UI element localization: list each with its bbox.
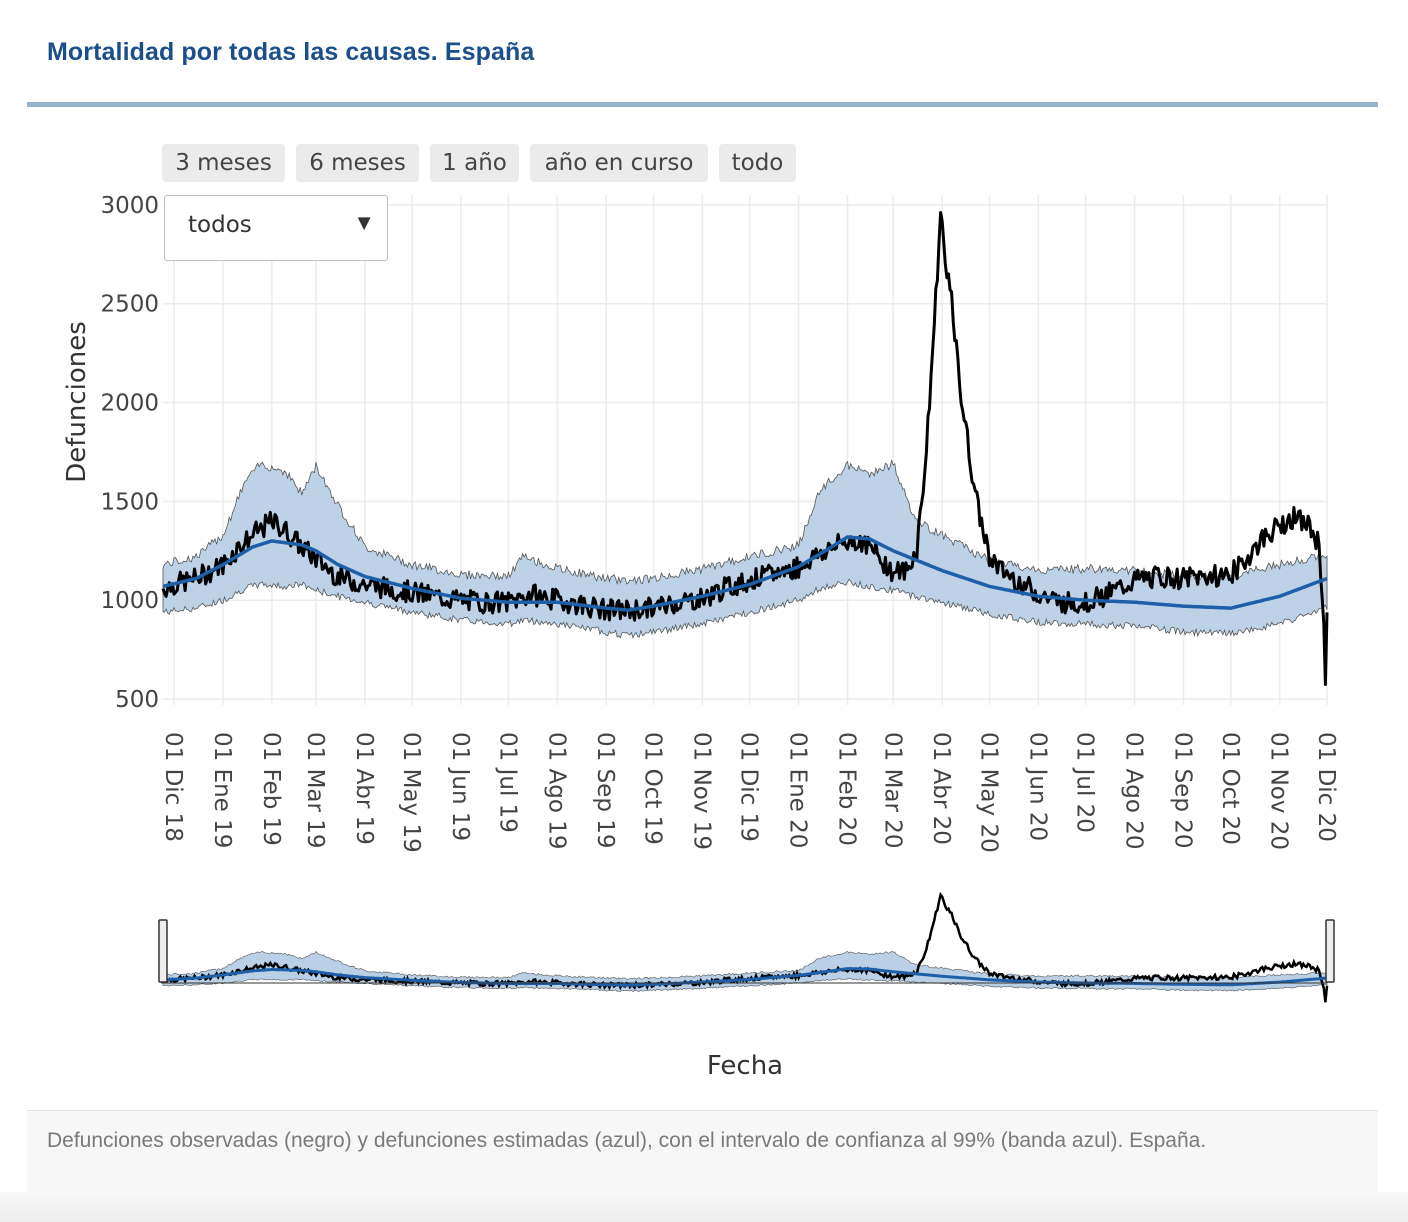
range-button-6m[interactable]: 6 meses [296,144,419,182]
range-button-3m[interactable]: 3 meses [162,144,285,182]
caret-down-icon: ▼ [353,210,375,235]
x-tick-label: 01 Dic 18 [160,732,186,842]
expected-series-line [162,535,1328,612]
x-tick-label: 01 Ene 20 [785,732,811,848]
x-tick-label: 01 Oct 20 [1217,732,1243,845]
x-tick-label: 01 Jul 20 [1072,732,1098,833]
y-axis-title: Defunciones [62,321,92,483]
x-tick-label: 01 Mar 19 [302,732,328,849]
x-tick-label: 01 Ago 20 [1121,732,1147,850]
x-tick-label: 01 Dic 20 [1313,732,1339,842]
x-tick-label: 01 Ene 19 [209,732,235,848]
region-dropdown[interactable]: todos ▼ [164,195,388,261]
rangeslider-handle[interactable] [158,919,168,983]
x-tick-label: 01 Nov 20 [1266,732,1292,850]
rangeslider-handle[interactable] [1325,919,1335,983]
y-tick-label: 500 [115,687,159,713]
caption-text: Defunciones observadas (negro) y defunci… [47,1129,1207,1152]
chart-caption: Defunciones observadas (negro) y defunci… [27,1110,1378,1193]
y-tick-label: 3000 [100,193,159,219]
confidence-band [162,458,1328,640]
page-bottom [0,1192,1408,1222]
x-axis-title: Fecha [707,1051,783,1081]
x-tick-label: 01 Feb 19 [258,732,284,846]
rangeslider-band [162,950,1328,992]
y-tick-label: 1500 [100,489,159,515]
mortality-chart: 500 1000 1500 2000 2500 3000 01 Dic 18 01 Ene 1… [62,193,1339,1081]
chart-title: Mortalidad por todas las causas. España [47,38,535,66]
y-tick-label: 1000 [100,588,159,614]
range-button-1y[interactable]: 1 año [430,144,519,182]
x-tick-label: 01 Nov 19 [688,732,714,850]
x-tick-label: 01 Sep 20 [1169,732,1195,849]
x-tick-label: 01 Abr 19 [351,732,377,845]
x-tick-label: 01 May 19 [398,732,424,853]
x-tick-label: 01 Sep 19 [592,732,618,849]
x-tick-label: 01 Mar 20 [879,732,905,849]
x-tick-label: 01 Feb 20 [834,732,860,846]
range-button-ytd[interactable]: año en curso [530,144,708,182]
y-tick-label: 2500 [100,292,159,318]
x-tick-label: 01 Ago 19 [543,732,569,850]
x-tick-label: 01 Jun 19 [447,732,473,841]
x-tick-label: 01 May 20 [975,732,1001,853]
x-tick-label: 01 Dic 19 [736,732,762,842]
y-tick-label: 2000 [100,391,159,417]
x-tick-label: 01 Oct 19 [640,732,666,845]
x-tick-label: 01 Jul 19 [494,732,520,833]
region-dropdown-value: todos [188,212,252,238]
x-tick-label: 01 Jun 20 [1024,732,1050,841]
range-button-all[interactable]: todo [719,144,796,182]
x-tick-label: 01 Abr 20 [928,732,954,845]
title-divider [27,102,1378,107]
